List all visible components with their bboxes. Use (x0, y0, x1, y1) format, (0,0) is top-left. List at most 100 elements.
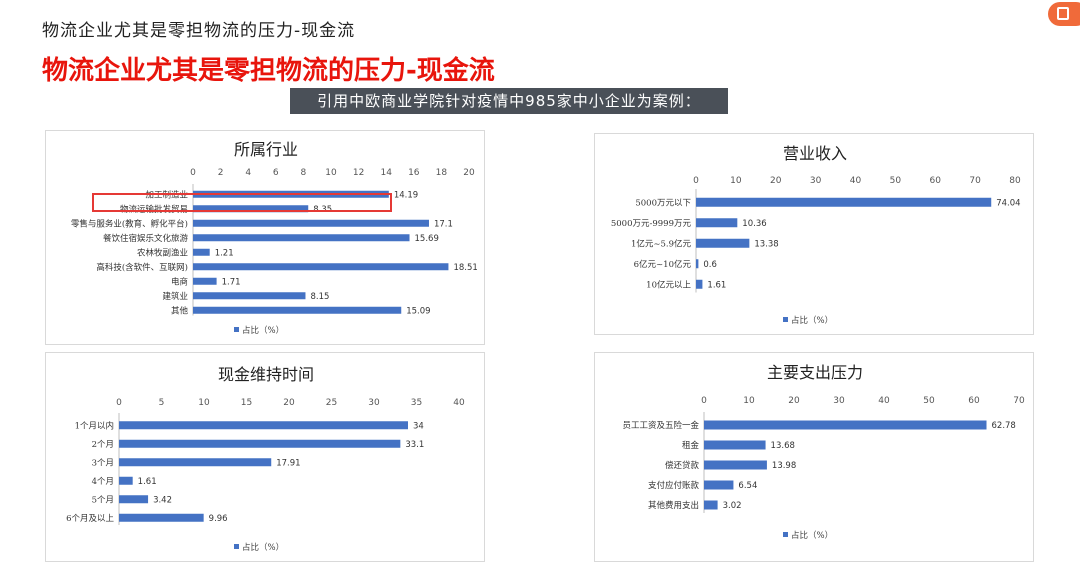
legend-label: 占比（%） (242, 542, 284, 553)
category-label: 员工工资及五险一金 (622, 420, 699, 431)
legend-swatch (234, 327, 239, 332)
x-tick-label: 5 (159, 398, 165, 408)
x-tick-label: 20 (463, 168, 475, 178)
x-tick-label: 6 (273, 168, 279, 178)
x-tick-label: 10 (743, 396, 755, 406)
x-tick-label: 25 (326, 398, 337, 408)
bar (193, 306, 402, 314)
x-tick-label: 30 (810, 176, 822, 186)
data-label: 1.21 (215, 248, 234, 258)
legend-swatch (783, 317, 788, 322)
chart-title: 营业收入 (783, 144, 847, 163)
chart-industry: 所属行业 0 2 4 6 8 10 12 14 16 18 20 加工制造业 14.19 物流运输批发贸易 8… (45, 130, 485, 345)
bar (704, 420, 987, 430)
highlight-logistics-box (92, 193, 392, 212)
bar (193, 205, 309, 213)
x-tick-label: 50 (923, 396, 935, 406)
category-label: 10亿元以上 (646, 279, 691, 290)
x-tick-label: 15 (241, 398, 252, 408)
x-tick-label: 60 (930, 176, 942, 186)
data-label: 17.1 (434, 219, 453, 229)
data-label: 6.54 (738, 481, 757, 491)
category-label: 零售与服务业(教育、孵化平台) (71, 218, 188, 229)
bar (193, 219, 429, 227)
x-tick-label: 40 (453, 398, 465, 408)
share-icon (1057, 7, 1069, 20)
x-tick-label: 70 (969, 176, 981, 186)
category-label: 2个月 (92, 440, 114, 450)
category-label: 支付应付账款 (648, 480, 700, 491)
x-tick-label: 50 (890, 176, 902, 186)
x-tick-label: 30 (833, 396, 845, 406)
bar (704, 440, 766, 450)
bar (193, 234, 410, 242)
data-label: 1.61 (138, 477, 157, 487)
data-label: 15.69 (415, 234, 439, 244)
data-label: 34 (413, 421, 424, 431)
x-tick-label: 2 (218, 168, 224, 178)
bar (193, 277, 217, 285)
category-label: 6个月及以上 (66, 514, 114, 524)
category-label: 3个月 (92, 458, 114, 468)
category-label: 6亿元~10亿元 (634, 259, 692, 270)
chart-svg-cash: 现金维持时间 0 5 10 15 20 25 30 35 40 1个月以内 34 2个月 33.1 3个月 1… (66, 365, 465, 553)
data-label: 62.78 (992, 421, 1016, 431)
source-banner: 引用中欧商业学院针对疫情中985家中小企业为案例： (290, 88, 728, 114)
chart-svg-revenue: 营业收入 0 10 20 30 40 50 60 70 80 5000万元以下 74.04 5000万元… (611, 144, 1021, 326)
data-label: 17.91 (276, 458, 300, 468)
legend-swatch (783, 532, 788, 537)
category-label: 物流运输批发贸易 (120, 204, 188, 215)
share-button[interactable] (1048, 2, 1080, 26)
category-label: 高科技(含软件、互联网) (96, 262, 188, 273)
x-tick-label: 0 (701, 396, 707, 406)
x-tick-label: 80 (1009, 176, 1021, 186)
bar (704, 460, 767, 470)
category-label: 农林牧副渔业 (137, 247, 188, 258)
data-label: 13.98 (772, 461, 796, 471)
x-tick-label: 14 (380, 168, 392, 178)
data-label: 8.35 (313, 205, 332, 215)
bar (696, 279, 703, 289)
data-label: 3.02 (723, 501, 742, 511)
data-label: 13.68 (771, 441, 795, 451)
x-tick-label: 40 (850, 176, 862, 186)
bar (696, 259, 699, 269)
category-label: 电商 (171, 276, 188, 287)
bar (193, 248, 210, 256)
bar (696, 218, 738, 228)
chart-title: 主要支出压力 (767, 363, 863, 382)
data-label: 1.71 (222, 277, 241, 287)
bar (193, 292, 306, 300)
data-label: 13.38 (754, 239, 778, 249)
x-tick-label: 70 (1013, 396, 1025, 406)
x-tick-label: 0 (190, 168, 196, 178)
bar (704, 500, 718, 510)
chart-cash-duration: 现金维持时间 0 5 10 15 20 25 30 35 40 1个月以内 34 2个月 33.1 3个月 1… (45, 352, 485, 562)
x-tick-label: 35 (411, 398, 422, 408)
chart-expense-pressure: 主要支出压力 0 10 20 30 40 50 60 70 员工工资及五险一金 62.78 租金 13.… (594, 352, 1034, 562)
x-tick-label: 16 (408, 168, 420, 178)
x-tick-label: 10 (730, 176, 742, 186)
bar (704, 480, 734, 490)
bar (119, 513, 204, 522)
category-label: 其他 (171, 305, 189, 316)
data-label: 8.15 (310, 292, 329, 302)
chart-title: 现金维持时间 (218, 365, 314, 384)
data-label: 74.04 (996, 198, 1020, 208)
category-label: 5000万元以下 (635, 198, 691, 208)
x-tick-label: 18 (436, 168, 448, 178)
x-tick-label: 20 (283, 398, 295, 408)
x-tick-label: 10 (198, 398, 210, 408)
legend-label: 占比（%） (791, 315, 833, 326)
data-label: 33.1 (405, 440, 424, 450)
slide-title: 物流企业尤其是零担物流的压力-现金流 (42, 56, 495, 86)
data-label: 9.96 (209, 514, 228, 524)
data-label: 14.19 (394, 190, 418, 200)
chart-svg-expense: 主要支出压力 0 10 20 30 40 50 60 70 员工工资及五险一金 62.78 租金 13.… (622, 363, 1025, 541)
chart-revenue: 营业收入 0 10 20 30 40 50 60 70 80 5000万元以下 74.04 5000万元… (594, 133, 1034, 335)
category-label: 偿还贷款 (665, 460, 700, 471)
x-tick-label: 20 (770, 176, 782, 186)
category-label: 餐饮住宿娱乐文化旅游 (103, 233, 189, 244)
bar (193, 263, 449, 271)
